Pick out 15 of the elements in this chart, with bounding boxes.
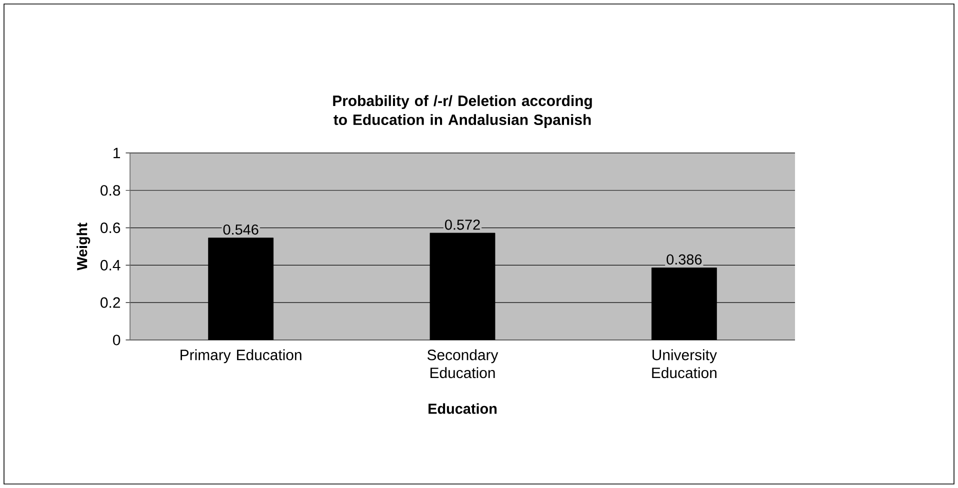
y-tick-label: 0 (113, 334, 120, 346)
chart-title: Probability of /-r/ Deletion according to Education in Andalusian Spanish (333, 95, 592, 128)
x-tick-label: University Education (652, 349, 717, 378)
y-tick-label: 0.4 (100, 260, 120, 270)
data-label: 0.546 (223, 224, 258, 235)
y-tick-label: 0.8 (100, 185, 120, 196)
x-axis-title: Education (428, 403, 497, 414)
data-label: 0.386 (666, 254, 702, 265)
x-tick-label: Secondary Education (427, 349, 498, 378)
y-axis-title: Weight (76, 222, 90, 270)
y-tick-label: 1 (114, 148, 120, 158)
y-tick-label: 0.6 (100, 222, 120, 234)
y-tick-label: 0.2 (100, 297, 120, 308)
x-tick-label: Primary Education (180, 349, 302, 364)
data-label: 0.572 (445, 220, 480, 230)
